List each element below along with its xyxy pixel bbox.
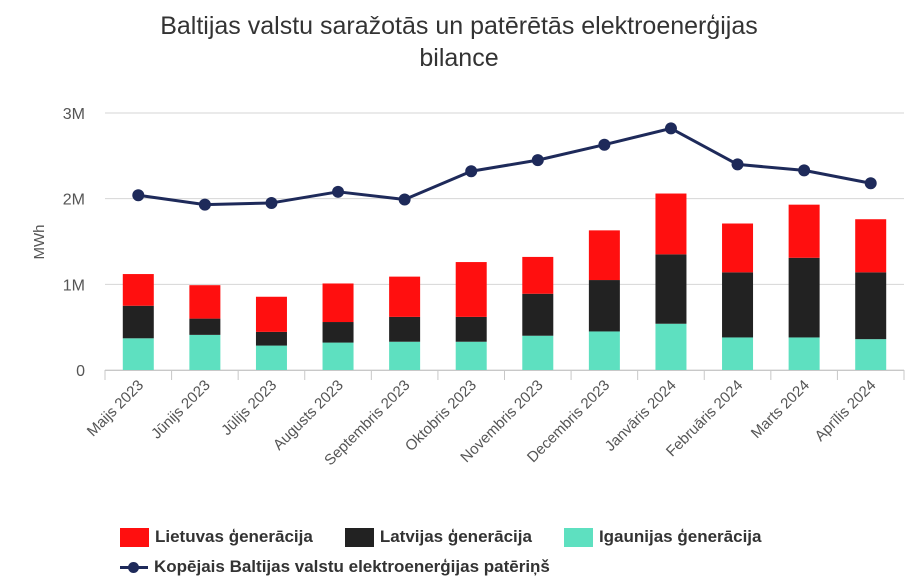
bar-segment [855,339,887,370]
bar-segment [455,316,487,342]
bar-segment [655,254,687,324]
bar-segment [255,345,287,370]
bar-segment [588,280,620,332]
y-tick-label: 3M [63,106,85,123]
line-point [798,164,811,177]
bar-segment [588,230,620,281]
line-point [132,189,145,202]
bar-segment [522,335,554,370]
bar-segment [255,296,287,332]
bar-segment [788,257,820,338]
bar-segment [455,262,487,317]
x-axis: Maijs 2023 Jūnijs 2023 Jūlijs 2023Augusts … [84,370,905,469]
consumption-line [138,126,871,207]
bar-segment [389,276,421,317]
legend-swatch-teal [563,527,593,547]
chart-title-line-1: Baltijas valstu saražotās un patērētās e… [160,12,758,40]
line-point [598,138,611,151]
bar-segment [722,337,754,370]
y-axis-label: MWh [31,225,48,260]
legend-swatch-black [344,527,374,547]
legend-label: Latvijas ģenerācija [379,527,532,546]
x-tick-label: Maijs 2023 [84,377,147,440]
bar-segment [189,285,221,319]
legend-line-marker-icon [120,558,148,577]
bar-segment [522,256,554,294]
bar-segment [722,223,754,273]
line-point [198,198,211,211]
bar-segment [855,219,887,273]
line-point [465,165,478,178]
legend-item-consumption[interactable]: Kopējais Baltijas valstu elektroenerģija… [120,557,550,577]
bar-segment [588,331,620,370]
x-tick-label: Marts 2024 [748,377,813,442]
legend-label: Kopējais Baltijas valstu elektroenerģija… [154,557,550,576]
bar-segment [322,322,354,343]
chart-title-line-2: bilance [419,44,499,72]
bar-segment [722,272,754,338]
chart-title: Baltijas valstu saražotās un patērētās e… [0,10,918,74]
y-tick-label: 2M [63,192,85,209]
x-tick-label: Aprīlis 2024 [811,377,879,445]
bar-segment [389,316,421,342]
bar-segment [255,331,287,346]
x-tick-label: Jūnijs 2023 [148,377,214,443]
legend-row-2: Kopējais Baltijas valstu elektroenerģija… [120,552,793,582]
x-tick-label: Jūlijs 2023 [218,377,280,439]
legend-label: Igaunijas ģenerācija [598,527,762,546]
bar-segment [655,323,687,370]
bar-series [122,193,887,370]
line-point [864,177,877,190]
line-point [731,158,744,171]
line-series [132,122,877,211]
bar-segment [389,341,421,370]
chart-plot: 0 1M 2M 3M MWh Maijs 2023 Jūnijs 2023 Jūlijs … [31,106,905,469]
bar-segment [122,274,154,306]
bar-segment [455,341,487,370]
bar-segment [189,334,221,370]
bar-segment [122,305,154,339]
line-point [664,122,677,135]
legend-item-latvijas[interactable]: Latvijas ģenerācija [344,527,532,547]
y-axis-ticks: 0 1M 2M 3M [63,106,85,380]
line-point [398,193,411,206]
line-point [332,185,345,198]
bar-segment [322,342,354,370]
legend: Lietuvas ģenerācija Latvijas ģenerācija … [120,522,793,582]
gridlines [105,112,904,371]
line-point [531,154,544,167]
legend-label: Lietuvas ģenerācija [155,527,313,546]
legend-swatch-red [120,527,149,547]
legend-item-lietuvas[interactable]: Lietuvas ģenerācija [120,527,313,547]
bar-segment [788,337,820,370]
bar-segment [122,338,154,370]
y-tick-label: 0 [76,363,85,380]
bar-segment [655,193,687,255]
bar-segment [189,318,221,335]
legend-row-1: Lietuvas ģenerācija Latvijas ģenerācija … [120,522,793,552]
bar-segment [322,283,354,323]
bar-segment [522,293,554,336]
legend-item-igaunijas[interactable]: Igaunijas ģenerācija [563,527,762,547]
line-point [265,196,278,209]
bar-segment [855,272,887,340]
bar-segment [788,204,820,258]
y-tick-label: 1M [63,277,85,294]
